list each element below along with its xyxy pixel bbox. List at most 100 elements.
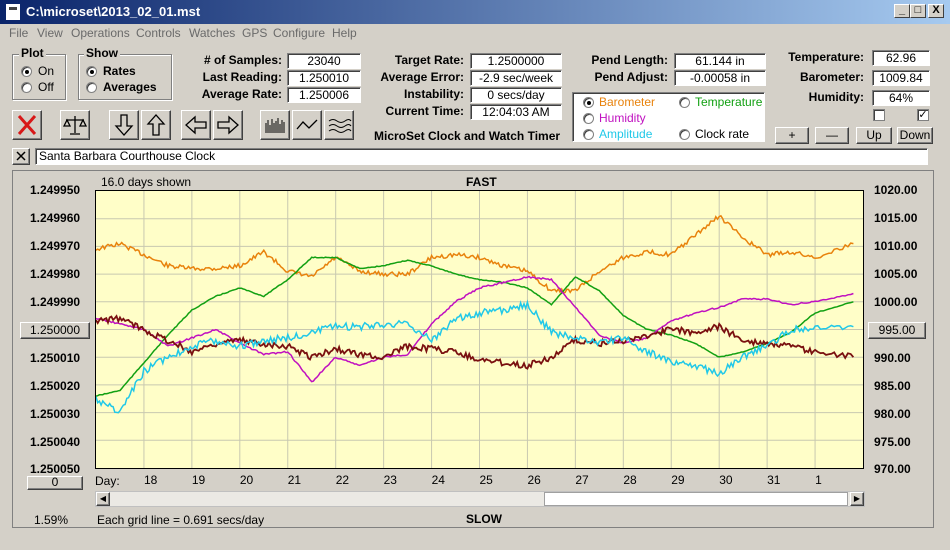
up-arrow-button[interactable]	[141, 110, 171, 140]
wave-view-button[interactable]	[324, 110, 354, 140]
arrow-left-icon	[185, 115, 207, 135]
plot-group-label: Plot	[19, 46, 46, 60]
plot-off-label[interactable]: Off	[38, 80, 54, 94]
stop-button[interactable]	[12, 110, 42, 140]
right-tick: 1010.00	[874, 239, 918, 253]
series-barometer-radio[interactable]	[583, 97, 594, 108]
x-axis: 18 19 20 21 22 23 24 25 26 27 28 29 30 31 1	[95, 473, 865, 489]
series-barometer-label[interactable]: Barometer	[599, 95, 656, 109]
x-tick-label: 18	[143, 473, 158, 487]
day-axis-label: Day:	[95, 474, 120, 488]
series-humidity-label[interactable]: Humidity	[599, 111, 646, 125]
window-title: C:\microset\2013_02_01.mst	[26, 4, 201, 19]
right-tick: 970.00	[874, 462, 911, 476]
left-tick: 1.249990	[30, 295, 81, 309]
bar-graph-icon	[265, 118, 285, 133]
average-error-field: -2.9 sec/week	[470, 70, 562, 86]
right-tick: 985.00	[874, 379, 911, 393]
barometer-field: 1009.84	[872, 70, 930, 86]
plot-area[interactable]	[95, 190, 864, 469]
x-tick-label: 19	[191, 473, 206, 487]
fast-label: FAST	[466, 175, 497, 189]
chart-svg	[95, 191, 863, 468]
left-tick: 1.250030	[30, 407, 81, 421]
red-x-icon	[17, 115, 37, 135]
minimize-button[interactable]: _	[894, 4, 910, 18]
series-clock-rate-label[interactable]: Clock rate	[695, 127, 750, 141]
pend-length-label: Pend Length:	[591, 53, 668, 67]
balance-button[interactable]	[60, 110, 90, 140]
balance-scale-icon	[62, 116, 88, 135]
x-tick-label: 30	[719, 473, 733, 487]
menu-controls[interactable]: Controls	[136, 26, 181, 40]
menu-operations[interactable]: Operations	[71, 26, 130, 40]
series-temperature-radio[interactable]	[679, 97, 690, 108]
clear-clock-button[interactable]	[12, 148, 30, 165]
series-amplitude-label[interactable]: Amplitude	[599, 127, 653, 141]
menu-bar: File View Operations Controls Watches GP…	[0, 24, 950, 42]
horizontal-scrollbar[interactable]: ◀ ▶	[95, 491, 865, 507]
minus-button[interactable]: —	[815, 127, 849, 144]
plot-on-label[interactable]: On	[38, 64, 55, 78]
plot-on-radio[interactable]	[21, 66, 32, 77]
right-tick: 980.00	[874, 407, 911, 421]
plot-off-radio[interactable]	[21, 82, 32, 93]
target-rate-field[interactable]: 1.2500000	[470, 53, 562, 69]
series-clock-rate-radio[interactable]	[679, 129, 690, 140]
arrow-up-icon	[146, 114, 166, 136]
show-rates-label[interactable]: Rates	[103, 64, 136, 78]
up-button[interactable]: Up	[856, 127, 892, 144]
clock-name-field[interactable]: Santa Barbara Courthouse Clock	[35, 148, 928, 165]
offset-button[interactable]: 0	[27, 476, 83, 490]
maximize-button[interactable]: □	[910, 4, 926, 18]
menu-watches[interactable]: Watches	[189, 26, 236, 40]
scroll-left-button[interactable]: ◀	[96, 492, 110, 506]
show-group	[78, 54, 172, 100]
series-temperature-label[interactable]: Temperature	[695, 95, 763, 109]
app-icon[interactable]	[6, 4, 20, 20]
close-icon	[16, 151, 26, 161]
pend-adjust-label: Pend Adjust:	[594, 70, 668, 84]
right-tick: 990.00	[874, 351, 911, 365]
menu-help[interactable]: Help	[332, 26, 357, 40]
pend-length-field[interactable]: 61.144 in	[674, 53, 766, 69]
menu-gps[interactable]: GPS	[242, 26, 268, 40]
show-group-label: Show	[84, 46, 120, 60]
bar-view-button[interactable]	[260, 110, 290, 140]
menu-configure[interactable]: Configure	[273, 26, 326, 40]
right-tick: 1015.00	[874, 211, 918, 225]
left-tick: 1.250020	[30, 379, 81, 393]
series-select-box	[572, 92, 765, 142]
scroll-thumb[interactable]	[544, 492, 848, 506]
left-arrow-button[interactable]	[181, 110, 211, 140]
option-checkbox-left[interactable]	[873, 109, 885, 121]
slow-label: SLOW	[466, 512, 502, 526]
current-time-label: Current Time:	[385, 104, 464, 118]
show-rates-radio[interactable]	[86, 66, 97, 77]
down-button[interactable]: Down	[897, 127, 933, 144]
right-scale-button[interactable]: 995.00	[868, 322, 926, 339]
x-tick-label: 1	[815, 473, 822, 487]
show-averages-radio[interactable]	[86, 82, 97, 93]
left-axis: 1.249950 1.249960 1.249970 1.249980 1.24…	[22, 183, 86, 483]
line-view-button[interactable]	[292, 110, 322, 140]
title-bar: C:\microset\2013_02_01.mst _ □ X	[0, 0, 950, 24]
down-arrow-button[interactable]	[109, 110, 139, 140]
x-tick-label: 27	[575, 473, 589, 487]
close-button[interactable]: X	[928, 4, 944, 18]
x-tick-label: 25	[479, 473, 493, 487]
right-arrow-button[interactable]	[213, 110, 243, 140]
graph-panel	[12, 170, 934, 528]
show-averages-label[interactable]: Averages	[103, 80, 157, 94]
plus-button[interactable]: +	[775, 127, 809, 144]
left-scale-button[interactable]: 1.250000	[20, 322, 90, 339]
average-rate-label: Average Rate:	[201, 87, 282, 101]
option-checkbox-right[interactable]: ✓	[917, 109, 929, 121]
series-amplitude-radio[interactable]	[583, 129, 594, 140]
menu-view[interactable]: View	[37, 26, 63, 40]
samples-label: # of Samples:	[203, 53, 282, 67]
series-humidity-radio[interactable]	[583, 113, 594, 124]
scroll-right-button[interactable]: ▶	[850, 492, 864, 506]
menu-file[interactable]: File	[9, 26, 29, 40]
arrow-down-icon	[114, 114, 134, 136]
